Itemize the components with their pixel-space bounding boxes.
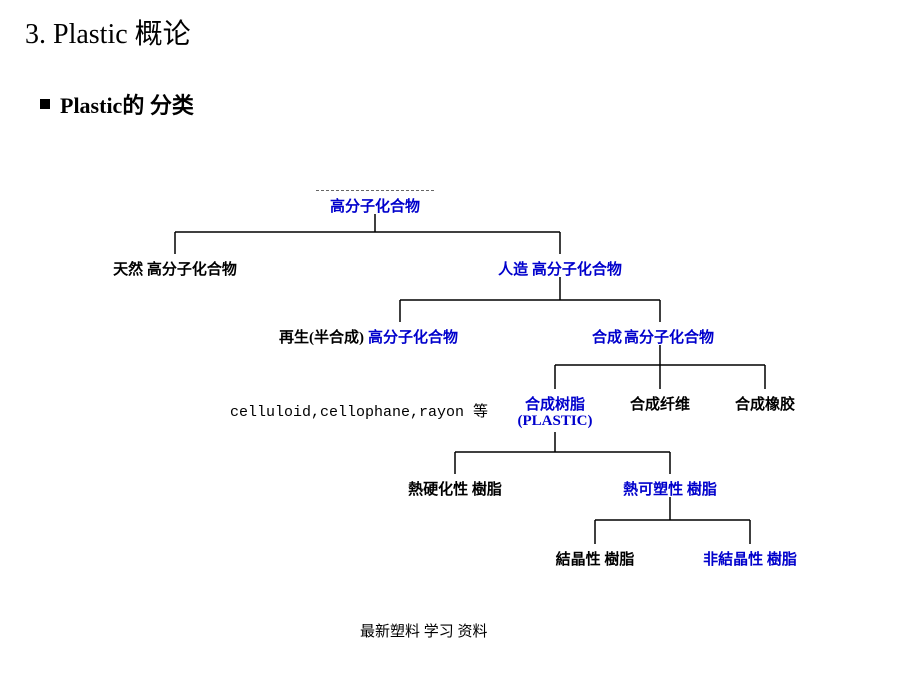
node-artificial: 人造 高分子化合物 [475, 258, 645, 279]
node-root: 高分子化合物 [315, 195, 435, 216]
node-resin-1: 合成树脂 [520, 393, 590, 414]
node-natural: 天然 高分子化合物 [90, 258, 260, 279]
node-celluloid: celluloid,cellophane,rayon 等 [230, 400, 490, 421]
node-amorphous: 非結晶性 樹脂 [695, 548, 805, 569]
node-crystalline: 結晶性 樹脂 [545, 548, 645, 569]
page-title: 3. Plastic 概论 [25, 12, 191, 52]
node-regen-suffix: 高分子化合物 [368, 326, 478, 347]
section-header: Plastic的 分类 [40, 88, 194, 120]
node-thermoplastic: 熱可塑性 樹脂 [615, 478, 725, 499]
node-resin-2: (PLASTIC) [515, 413, 595, 430]
node-fiber: 合成纤维 [625, 393, 695, 414]
node-regen-prefix: 再生(半合成) [264, 326, 364, 347]
node-rubber: 合成橡胶 [730, 393, 800, 414]
node-synth-suffix: 高分子化合物 [624, 326, 734, 347]
node-thermoset: 熱硬化性 樹脂 [400, 478, 510, 499]
footer-text: 最新塑料 学习 资料 [360, 620, 488, 641]
node-synth-prefix: 合成 [582, 326, 622, 347]
bullet-icon [40, 99, 50, 109]
section-title: Plastic的 分类 [60, 88, 194, 120]
dotted-line [316, 190, 434, 191]
